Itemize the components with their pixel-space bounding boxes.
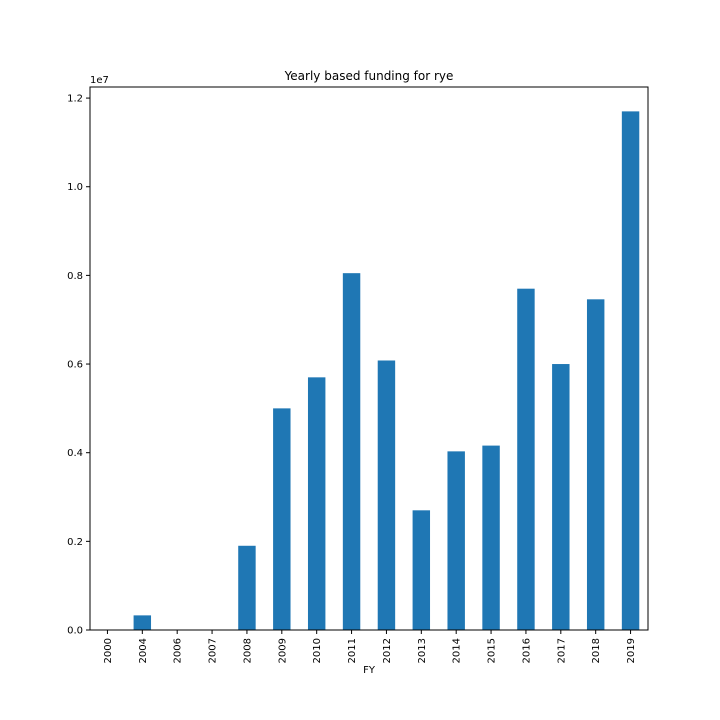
x-tick-label: 2009 [277,638,288,663]
x-tick-label: 2007 [208,638,219,663]
x-axis-ticks: 2000 2004 2006 2007 2008 2009 2010 2011 2012 2013… [103,630,637,663]
y-axis-offset-label: 1e7 [90,75,109,86]
bar-2017 [552,364,570,630]
x-tick-label: 2011 [347,638,358,663]
bar-2016 [517,288,535,630]
x-tick-label: 2014 [452,638,463,663]
x-axis-label: FY [363,665,376,676]
y-tick-label: 0.8 [67,271,83,282]
bar-2004 [133,615,152,630]
x-tick-label: 2006 [173,638,184,663]
y-tick-label: 0.4 [67,448,83,459]
x-tick-label: 2000 [103,638,114,663]
bar-2010 [307,377,326,630]
bar-2011 [342,273,361,630]
bar-2012 [377,360,396,630]
x-tick-label: 2018 [591,638,602,663]
y-tick-label: 1.2 [67,94,83,105]
bar-2008 [238,545,256,630]
bar-2015 [482,445,500,630]
bars-group [133,111,640,630]
x-tick-label: 2019 [626,638,637,663]
plot-frame [89,86,649,631]
x-tick-label: 2010 [312,638,323,663]
x-tick-label: 2016 [521,638,532,663]
y-tick-label: 0.2 [67,537,83,548]
x-tick-label: 2015 [487,638,498,663]
bar-2014 [447,451,465,630]
bar-2018 [586,299,605,630]
x-tick-label: 2012 [382,638,393,663]
y-tick-label: 1.0 [67,182,83,193]
x-tick-label: 2008 [242,638,253,663]
bar-2019 [621,111,640,630]
bar-2009 [273,408,291,630]
x-tick-label: 2013 [417,638,428,663]
chart-title: Yearly based funding for rye [284,69,454,83]
y-tick-label: 0.0 [67,626,83,637]
bar-2013 [412,510,431,630]
x-tick-label: 2017 [556,638,567,663]
y-axis-ticks: 0.0 0.2 0.4 0.6 0.8 1.0 1.2 [67,94,90,637]
x-tick-label: 2004 [138,638,149,663]
y-tick-label: 0.6 [67,360,83,371]
